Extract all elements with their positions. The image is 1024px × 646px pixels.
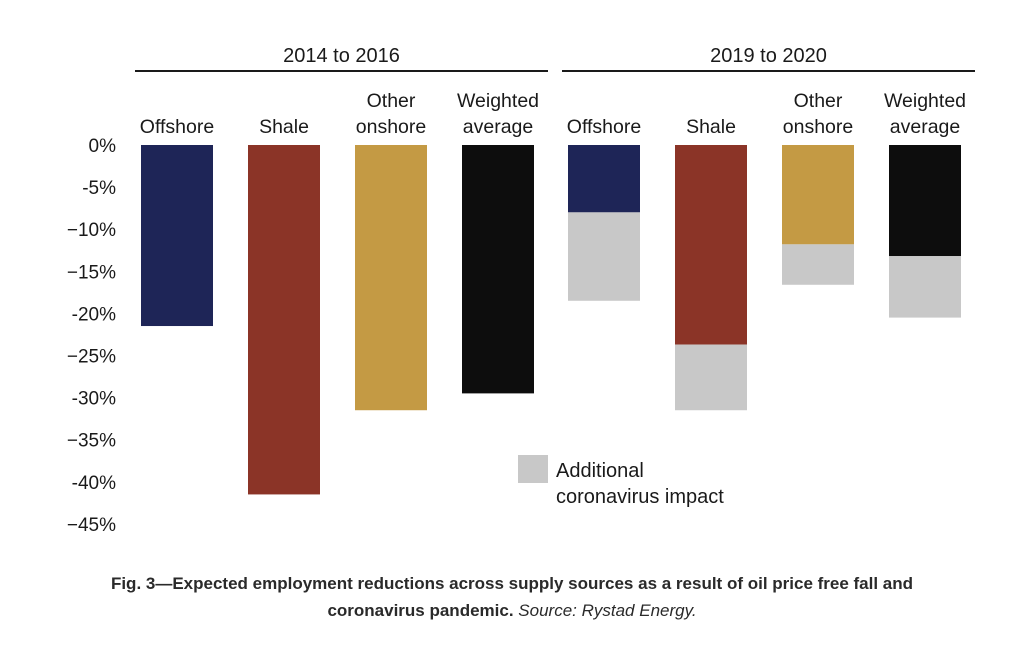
- category-label: Offshore: [140, 116, 214, 138]
- legend-label: coronavirus impact: [556, 486, 724, 508]
- y-tick-label: −25%: [67, 347, 116, 368]
- bar-chart: 0% -5% −10% −15% -20% −25% -30% −35% -40% −45% 201…: [67, 45, 975, 536]
- category-label: average: [463, 116, 533, 138]
- category-label: Offshore: [567, 116, 641, 138]
- bar-segment-additional: [782, 244, 854, 285]
- bar-segment-additional: [675, 344, 747, 411]
- caption-line-2-text: coronavirus pandemic.: [327, 601, 519, 620]
- y-tick-label: −45%: [67, 515, 116, 536]
- y-tick-label: -40%: [72, 473, 116, 494]
- caption-line-1: Fig. 3—Expected employment reductions ac…: [110, 574, 914, 593]
- category-label: Shale: [259, 116, 309, 138]
- bar-segment: [141, 145, 213, 327]
- group-label: 2014 to 2016: [283, 45, 400, 67]
- category-label: onshore: [356, 116, 426, 138]
- category-label: Shale: [686, 116, 736, 138]
- y-tick-label: -30%: [72, 389, 116, 410]
- bar-segment: [889, 145, 961, 257]
- legend-swatch: [518, 455, 548, 483]
- category-label: Weighted: [884, 90, 966, 112]
- caption-source: Source: Rystad Energy.: [518, 601, 697, 620]
- bar-segment: [355, 145, 427, 411]
- bar-segment: [675, 145, 747, 345]
- y-tick-label: −10%: [67, 220, 116, 241]
- y-tick-label: −35%: [67, 431, 116, 452]
- figure-caption: Fig. 3—Expected employment reductions ac…: [0, 570, 1024, 624]
- caption-line-2: coronavirus pandemic. Source: Rystad Ene…: [0, 597, 1024, 624]
- category-label: Weighted: [457, 90, 539, 112]
- category-label: Other: [367, 90, 416, 112]
- y-tick-label: −15%: [67, 262, 116, 283]
- y-tick-label: -20%: [72, 304, 116, 325]
- category-label: average: [890, 116, 960, 138]
- category-label: onshore: [783, 116, 853, 138]
- y-tick-label: -5%: [82, 178, 116, 199]
- bar-segment-additional: [889, 256, 961, 318]
- bar-segment: [568, 145, 640, 213]
- bar-segment: [462, 145, 534, 394]
- category-label: Other: [794, 90, 843, 112]
- group-label: 2019 to 2020: [710, 45, 827, 67]
- legend-label: Additional: [556, 460, 644, 482]
- y-tick-label: 0%: [89, 136, 117, 157]
- bar-segment: [248, 145, 320, 495]
- bar-segment-additional: [568, 212, 640, 301]
- bar-segment: [782, 145, 854, 245]
